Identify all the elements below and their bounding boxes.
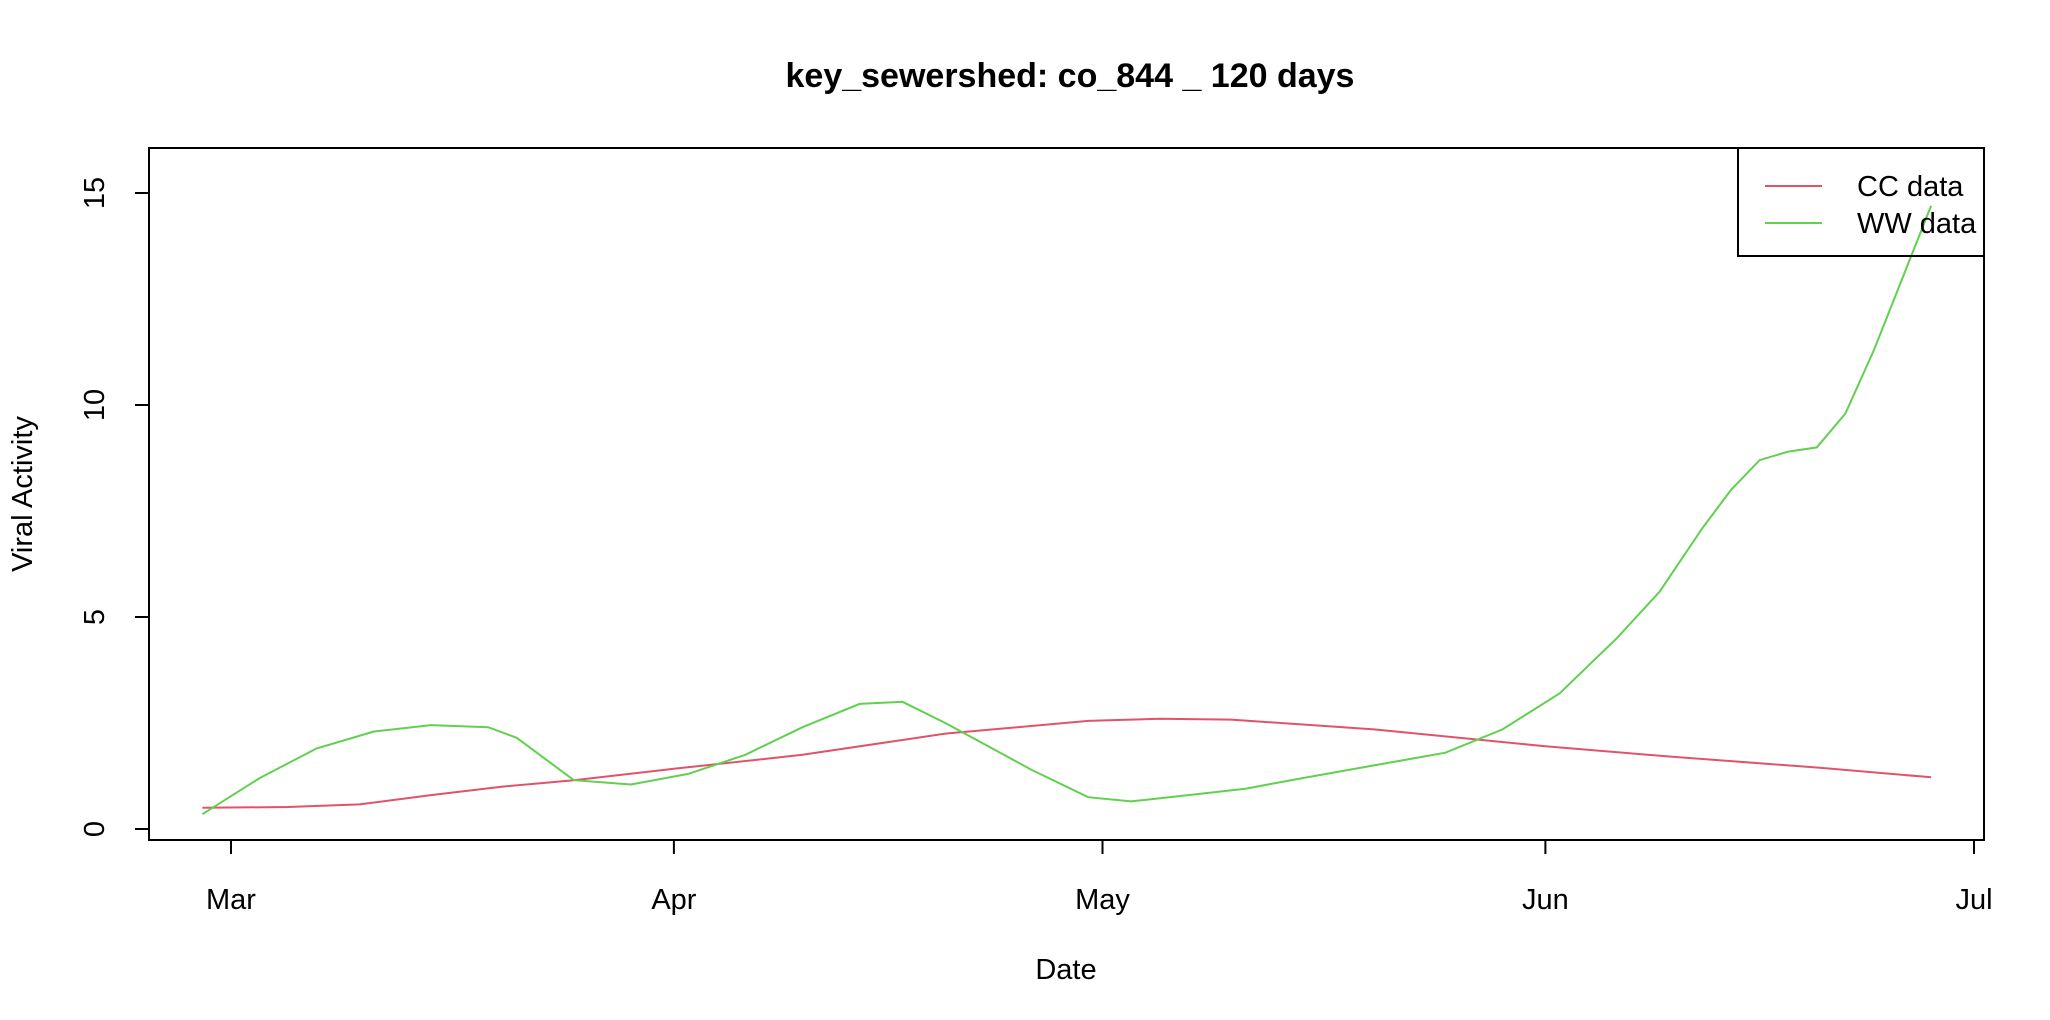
x-tick-label: May xyxy=(1075,884,1130,916)
y-tick-label: 5 xyxy=(79,609,111,625)
y-tick-label: 15 xyxy=(79,177,111,209)
chart-title: key_sewershed: co_844 _ 120 days xyxy=(786,57,1355,95)
y-axis: 0 5 10 15 xyxy=(79,177,149,837)
x-tick-label: Jun xyxy=(1522,884,1569,916)
x-tick-label: Apr xyxy=(651,884,696,916)
y-tick-label: 10 xyxy=(79,389,111,421)
series-layer xyxy=(202,206,1931,815)
cc-data-line xyxy=(202,719,1931,808)
legend-label-ww-data: WW data xyxy=(1857,208,1977,240)
plot-area xyxy=(149,148,1984,840)
x-tick-label: Jul xyxy=(1955,884,1992,916)
y-axis-label: Viral Activity xyxy=(7,416,39,572)
legend: CC data WW data xyxy=(1738,148,1984,256)
x-tick-label: Mar xyxy=(206,884,256,916)
x-axis: Mar Apr May Jun Jul xyxy=(206,840,1993,916)
y-tick-label: 0 xyxy=(79,821,111,837)
legend-label-cc-data: CC data xyxy=(1857,171,1964,203)
x-axis-label: Date xyxy=(1035,954,1096,986)
